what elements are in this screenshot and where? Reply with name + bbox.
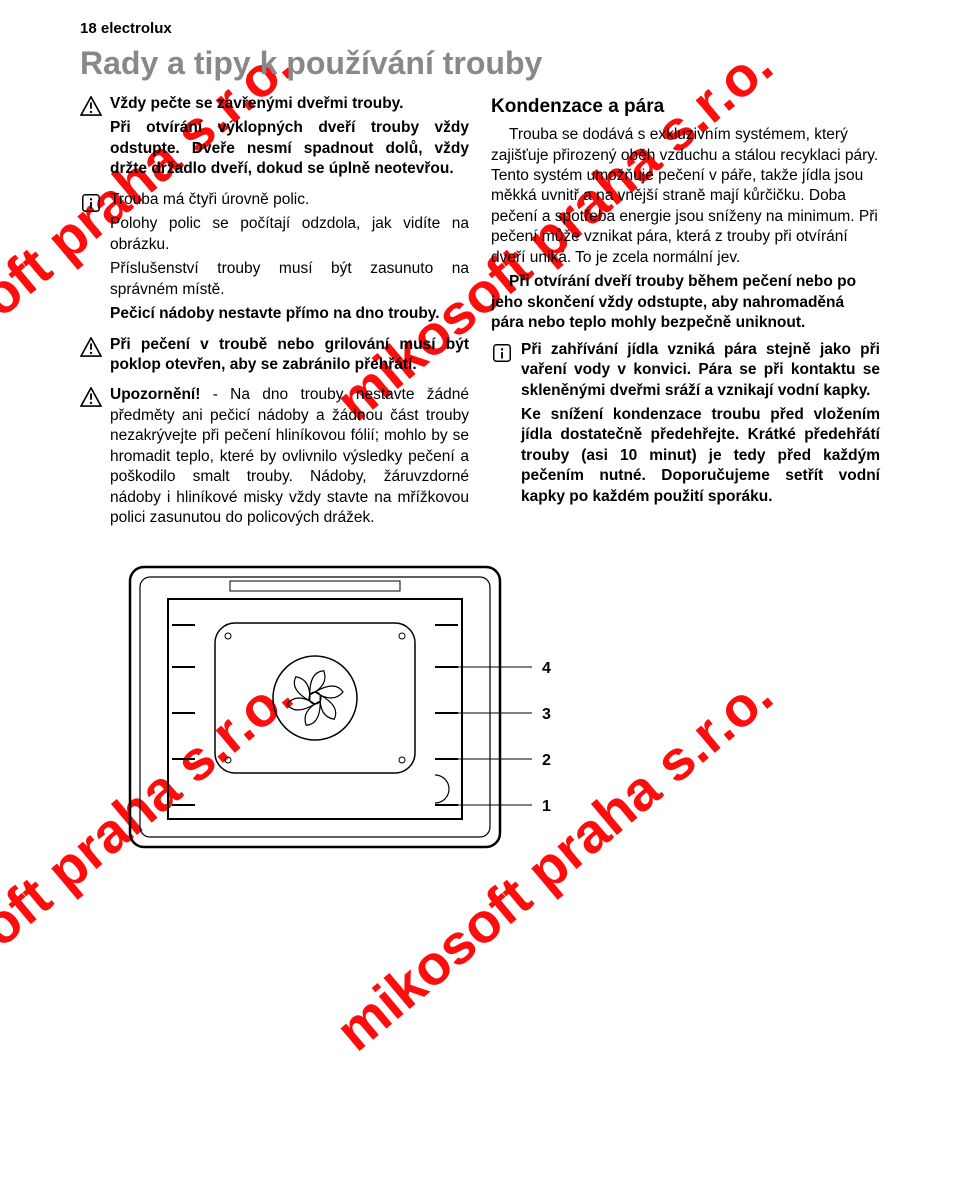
upozorneni-label: Upozornění! (110, 386, 200, 403)
paragraph: Trouba se dodává s exkluzivním systémem,… (491, 125, 880, 268)
paragraph-text: - Na dno trouby nestavte žádné předměty … (110, 386, 469, 526)
page-content: 18 electrolux Rady a tipy k používání tr… (0, 0, 960, 882)
level-label-2: 2 (542, 752, 551, 769)
warning-icon (80, 385, 110, 413)
oven-diagram: 4 3 2 1 (80, 557, 600, 862)
paragraph: Při pečení v troubě nebo grilování musí … (110, 335, 469, 376)
paragraph: Pečicí nádoby nestavte přímo na dno trou… (110, 304, 469, 324)
paragraph: Vždy pečte se zavřenými dveřmi trouby. (110, 94, 469, 114)
paragraph: Příslušenství trouby musí být zasunuto n… (110, 259, 469, 300)
right-column: Kondenzace a pára Trouba se dodává s exk… (491, 94, 880, 539)
paragraph: Trouba má čtyři úrovně polic. (110, 190, 469, 210)
level-label-3: 3 (542, 706, 551, 723)
paragraph: Upozornění! - Na dno trouby nestavte žád… (110, 385, 469, 528)
warning-icon (80, 335, 110, 363)
page-header: 18 electrolux (80, 20, 880, 37)
page-title: Rady a tipy k používání trouby (80, 45, 880, 82)
two-column-layout: Vždy pečte se zavřenými dveřmi trouby. P… (80, 94, 880, 539)
section-heading: Kondenzace a pára (491, 94, 880, 119)
warning-icon (80, 94, 110, 122)
info-icon (80, 190, 110, 220)
left-column: Vždy pečte se zavřenými dveřmi trouby. P… (80, 94, 469, 539)
level-label-4: 4 (542, 660, 551, 677)
paragraph: Při zahřívání jídla vzniká pára stejně j… (521, 340, 880, 401)
page-number: 18 (80, 20, 97, 37)
level-label-1: 1 (542, 798, 551, 815)
paragraph: Při otvírání dveří trouby během pečení n… (491, 272, 880, 333)
paragraph: Ke snížení kondenzace troubu před vložen… (521, 405, 880, 507)
paragraph: Při otvírání výklopných dveří trouby vžd… (110, 118, 469, 179)
info-icon (491, 340, 521, 370)
paragraph: Polohy polic se počítají odzdola, jak vi… (110, 214, 469, 255)
brand-name: electrolux (101, 20, 172, 37)
